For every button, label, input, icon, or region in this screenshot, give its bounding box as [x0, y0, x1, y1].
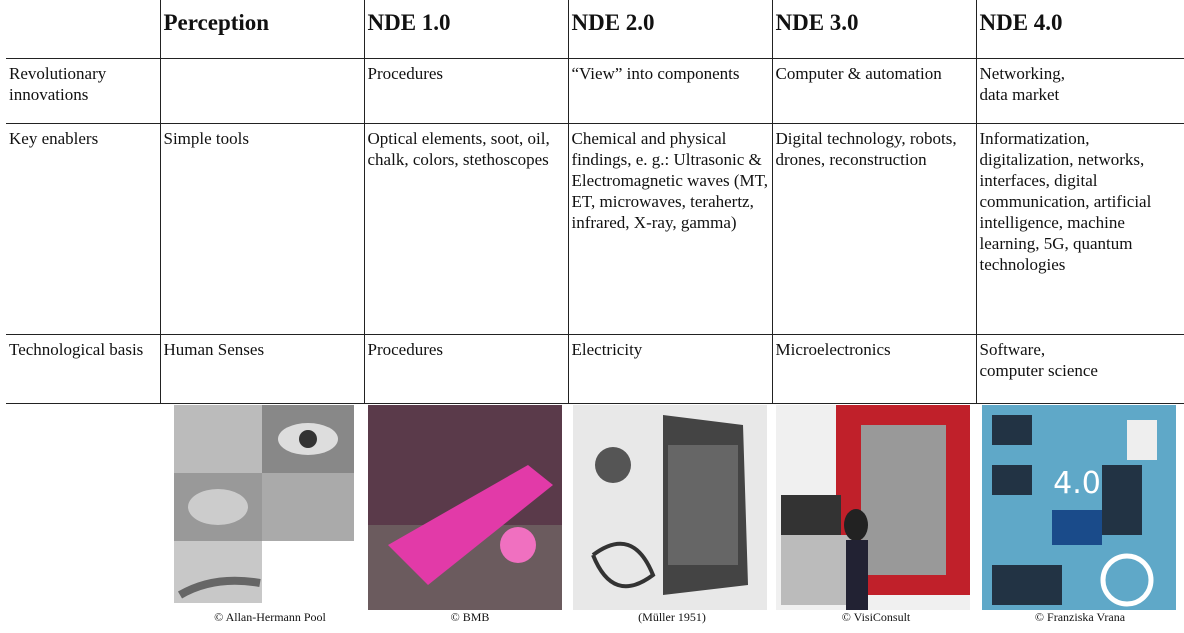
table-row: Revolutionary innovations Procedures “View…: [6, 58, 1184, 124]
image-caption: © BMB: [450, 610, 490, 624]
header-cell: NDE 3.0: [771, 0, 976, 59]
table-cell: Procedures: [363, 58, 568, 124]
table-cell: Computer & automation: [771, 58, 976, 124]
table-cell: Human Senses: [159, 334, 364, 404]
comparison-table: Perception NDE 1.0 NDE 2.0 NDE 3.0 NDE 4.0 Re…: [6, 0, 1184, 404]
table-cell: Chemical and physical findings, e. g.: U…: [567, 123, 772, 335]
table-cell: “View” into components: [567, 58, 772, 124]
table-cell: Electricity: [567, 334, 772, 404]
table-cell: Networking, data market: [975, 58, 1184, 124]
table-cell: Microelectronics: [771, 334, 976, 404]
muller-photo: [573, 405, 767, 610]
header-row: Perception NDE 1.0 NDE 2.0 NDE 3.0 NDE 4.0: [6, 0, 1184, 59]
image-caption: (Müller 1951): [638, 610, 706, 624]
table-cell: Digital technology, robots, drones, reco…: [771, 123, 976, 335]
image-caption: © Allan-Hermann Pool: [214, 610, 326, 624]
bmb-photo: [368, 405, 562, 610]
table-cell: Informatization, digitalization, network…: [975, 123, 1184, 335]
table-cell: Procedures: [363, 334, 568, 404]
header-cell: NDE 1.0: [363, 0, 568, 59]
header-cell: Perception: [159, 0, 364, 59]
image-caption: © Franziska Vrana: [1034, 610, 1126, 624]
table-row: Key enablers Simple tools Optical elements…: [6, 123, 1184, 335]
table-cell: Software, computer science: [975, 334, 1184, 404]
infographic: 4.0: [982, 405, 1176, 610]
image-caption: © VisiConsult: [841, 610, 911, 624]
row-label: Technological basis: [6, 334, 160, 404]
table-cell: [159, 58, 364, 124]
table-cell: Simple tools: [159, 123, 364, 335]
table-cell: Optical elements, soot, oil, chalk, colo…: [363, 123, 568, 335]
header-cell: NDE 2.0: [567, 0, 772, 59]
senses-photo: [174, 405, 368, 610]
header-cell: NDE 4.0: [975, 0, 1184, 59]
row-label: Revolutionary innovations: [6, 58, 160, 124]
visiconsult-photo: [776, 405, 970, 610]
infographic-label: 4.0: [1053, 466, 1101, 501]
header-cell: [6, 0, 160, 59]
row-label: Key enablers: [6, 123, 160, 335]
table-row: Technological basis Human Senses Procedure…: [6, 334, 1184, 404]
